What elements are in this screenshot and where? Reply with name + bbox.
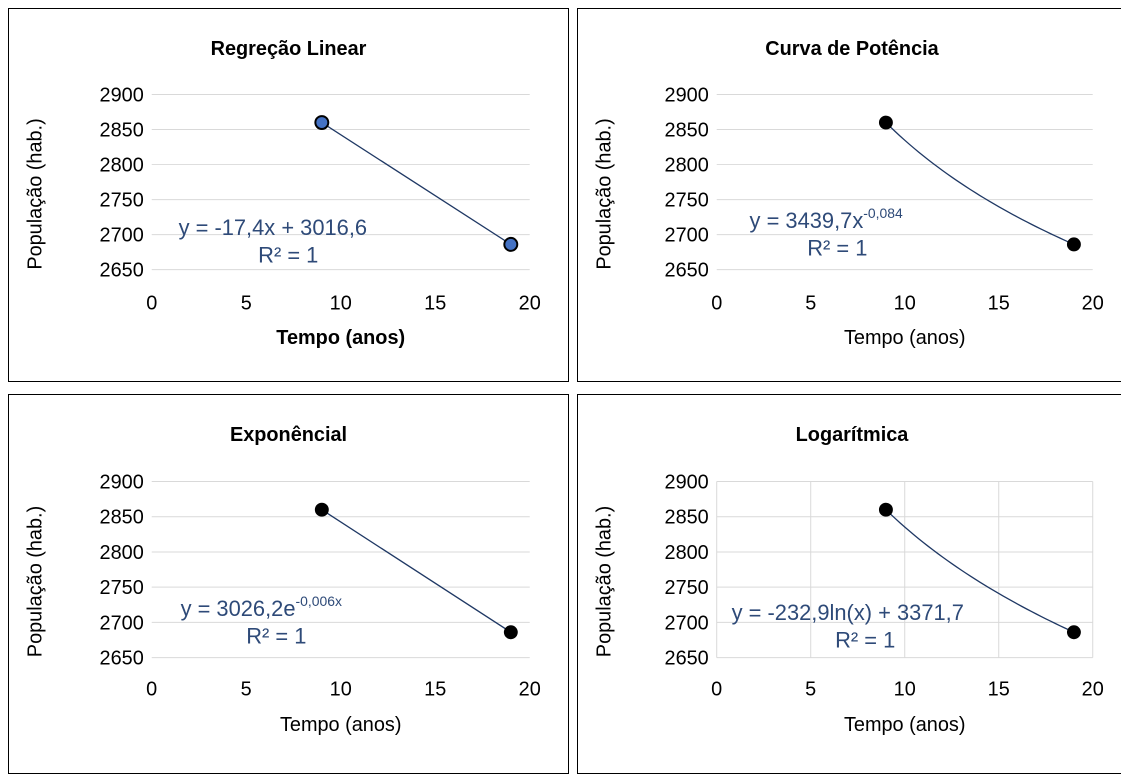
y-tick-label: 2900 [100,85,144,107]
y-axis-label: População (hab.) [593,118,615,269]
y-tick-label: 2750 [665,577,709,599]
equation-exponent: -0,084 [863,205,903,221]
x-axis-label: Tempo (anos) [844,327,966,349]
y-tick-label: 2650 [100,648,144,670]
x-tick-label: 15 [424,292,446,314]
y-axis-label: População (hab.) [593,506,615,657]
data-point [503,236,519,252]
chart-svg: Regreção Linear 2650 2700 2750 2800 2850 2900 0… [24,38,541,349]
y-tick-label: 2700 [665,612,709,634]
y-tick-label: 2850 [100,507,144,529]
y-tick-label: 2850 [665,507,709,529]
data-point [314,502,329,517]
x-tick-label: 0 [146,678,157,700]
y-tick-label: 2650 [665,648,709,670]
trendline-equation: y = -17,4x + 3016,6 [179,215,368,240]
y-tick-label: 2900 [665,472,709,494]
trendline [321,509,512,633]
data-point [1066,237,1081,252]
chart-panel-power: Curva de Potência 2650 2700 2750 2800 2850 290… [577,8,1121,382]
chart-title: Regreção Linear [211,38,367,60]
y-tick-label: 2750 [100,190,144,212]
chart-svg: Exponêncial 2650 2700 2750 2800 2850 2900 0 5 10 1… [24,424,541,736]
chart-svg: Logarítmica 2650 2700 2750 2800 2850 2900 0 5 10 1… [593,424,1104,736]
y-tick-label: 2750 [665,190,709,212]
x-tick-label: 5 [805,678,816,700]
x-tick-label: 20 [1082,678,1104,700]
y-tick-label: 2750 [100,577,144,599]
data-point [878,502,893,517]
data-point [878,115,893,130]
equation-base: y = -17,4x + 3016,6 [179,215,368,240]
x-tick-label: 10 [330,292,352,314]
r-squared-label: R² = 1 [258,243,318,268]
y-tick-label: 2650 [665,260,709,282]
x-tick-label: 0 [146,292,157,314]
y-tick-label: 2650 [100,260,144,282]
data-point [1066,625,1081,640]
y-tick-label: 2700 [665,225,709,247]
y-tick-label: 2900 [100,472,144,494]
equation-exponent: -0,006x [296,593,342,609]
x-axis-label: Tempo (anos) [844,714,966,736]
x-tick-label: 10 [894,292,916,314]
x-tick-label: 5 [241,678,252,700]
data-point [503,625,518,640]
chart-title: Curva de Potência [765,38,939,60]
trendline-equation: y = -232,9ln(x) + 3371,7 [732,600,964,625]
data-point [314,115,330,131]
x-tick-label: 0 [711,678,722,700]
y-tick-label: 2800 [665,542,709,564]
equation-base: y = 3026,2e [181,596,296,621]
trendline [885,122,1075,245]
trendline-equation: y = 3026,2e-0,006x [181,593,342,621]
r-squared-label: R² = 1 [835,628,895,653]
y-axis-label: População (hab.) [24,506,46,657]
x-tick-label: 0 [711,292,722,314]
r-squared-label: R² = 1 [246,624,306,649]
x-tick-label: 20 [519,292,541,314]
r-squared-label: R² = 1 [807,236,867,261]
y-tick-label: 2800 [665,155,709,177]
y-tick-label: 2850 [665,120,709,142]
chart-svg: Curva de Potência 2650 2700 2750 2800 2850 290… [593,38,1104,349]
x-tick-label: 15 [424,678,446,700]
x-axis-label: Tempo (anos) [276,327,405,349]
x-tick-label: 10 [330,678,352,700]
y-tick-label: 2700 [100,612,144,634]
x-tick-label: 20 [519,678,541,700]
equation-base: y = 3439,7x [750,208,864,233]
x-tick-label: 5 [805,292,816,314]
x-tick-label: 15 [988,678,1010,700]
x-tick-label: 10 [894,678,916,700]
chart-panel-exponential: Exponêncial 2650 2700 2750 2800 2850 2900 0 5 10 1… [8,394,569,774]
chart-panel-linear: Regreção Linear 2650 2700 2750 2800 2850 2900 0… [8,8,569,382]
y-tick-label: 2700 [100,225,144,247]
y-tick-label: 2800 [100,542,144,564]
x-axis-label: Tempo (anos) [280,714,402,736]
chart-title: Logarítmica [796,424,910,446]
y-tick-label: 2850 [100,120,144,142]
trendline [321,122,512,245]
chart-title: Exponêncial [230,424,347,446]
y-tick-label: 2900 [665,85,709,107]
x-tick-label: 5 [241,292,252,314]
x-tick-label: 15 [988,292,1010,314]
trendline [885,509,1075,633]
y-axis-label: População (hab.) [24,118,46,269]
equation-base: y = -232,9ln(x) + 3371,7 [732,600,964,625]
y-tick-label: 2800 [100,155,144,177]
trendline-equation: y = 3439,7x-0,084 [750,205,903,233]
chart-panel-logarithmic: Logarítmica 2650 2700 2750 2800 2850 2900 0 5 10 1… [577,394,1121,774]
x-tick-label: 20 [1082,292,1104,314]
